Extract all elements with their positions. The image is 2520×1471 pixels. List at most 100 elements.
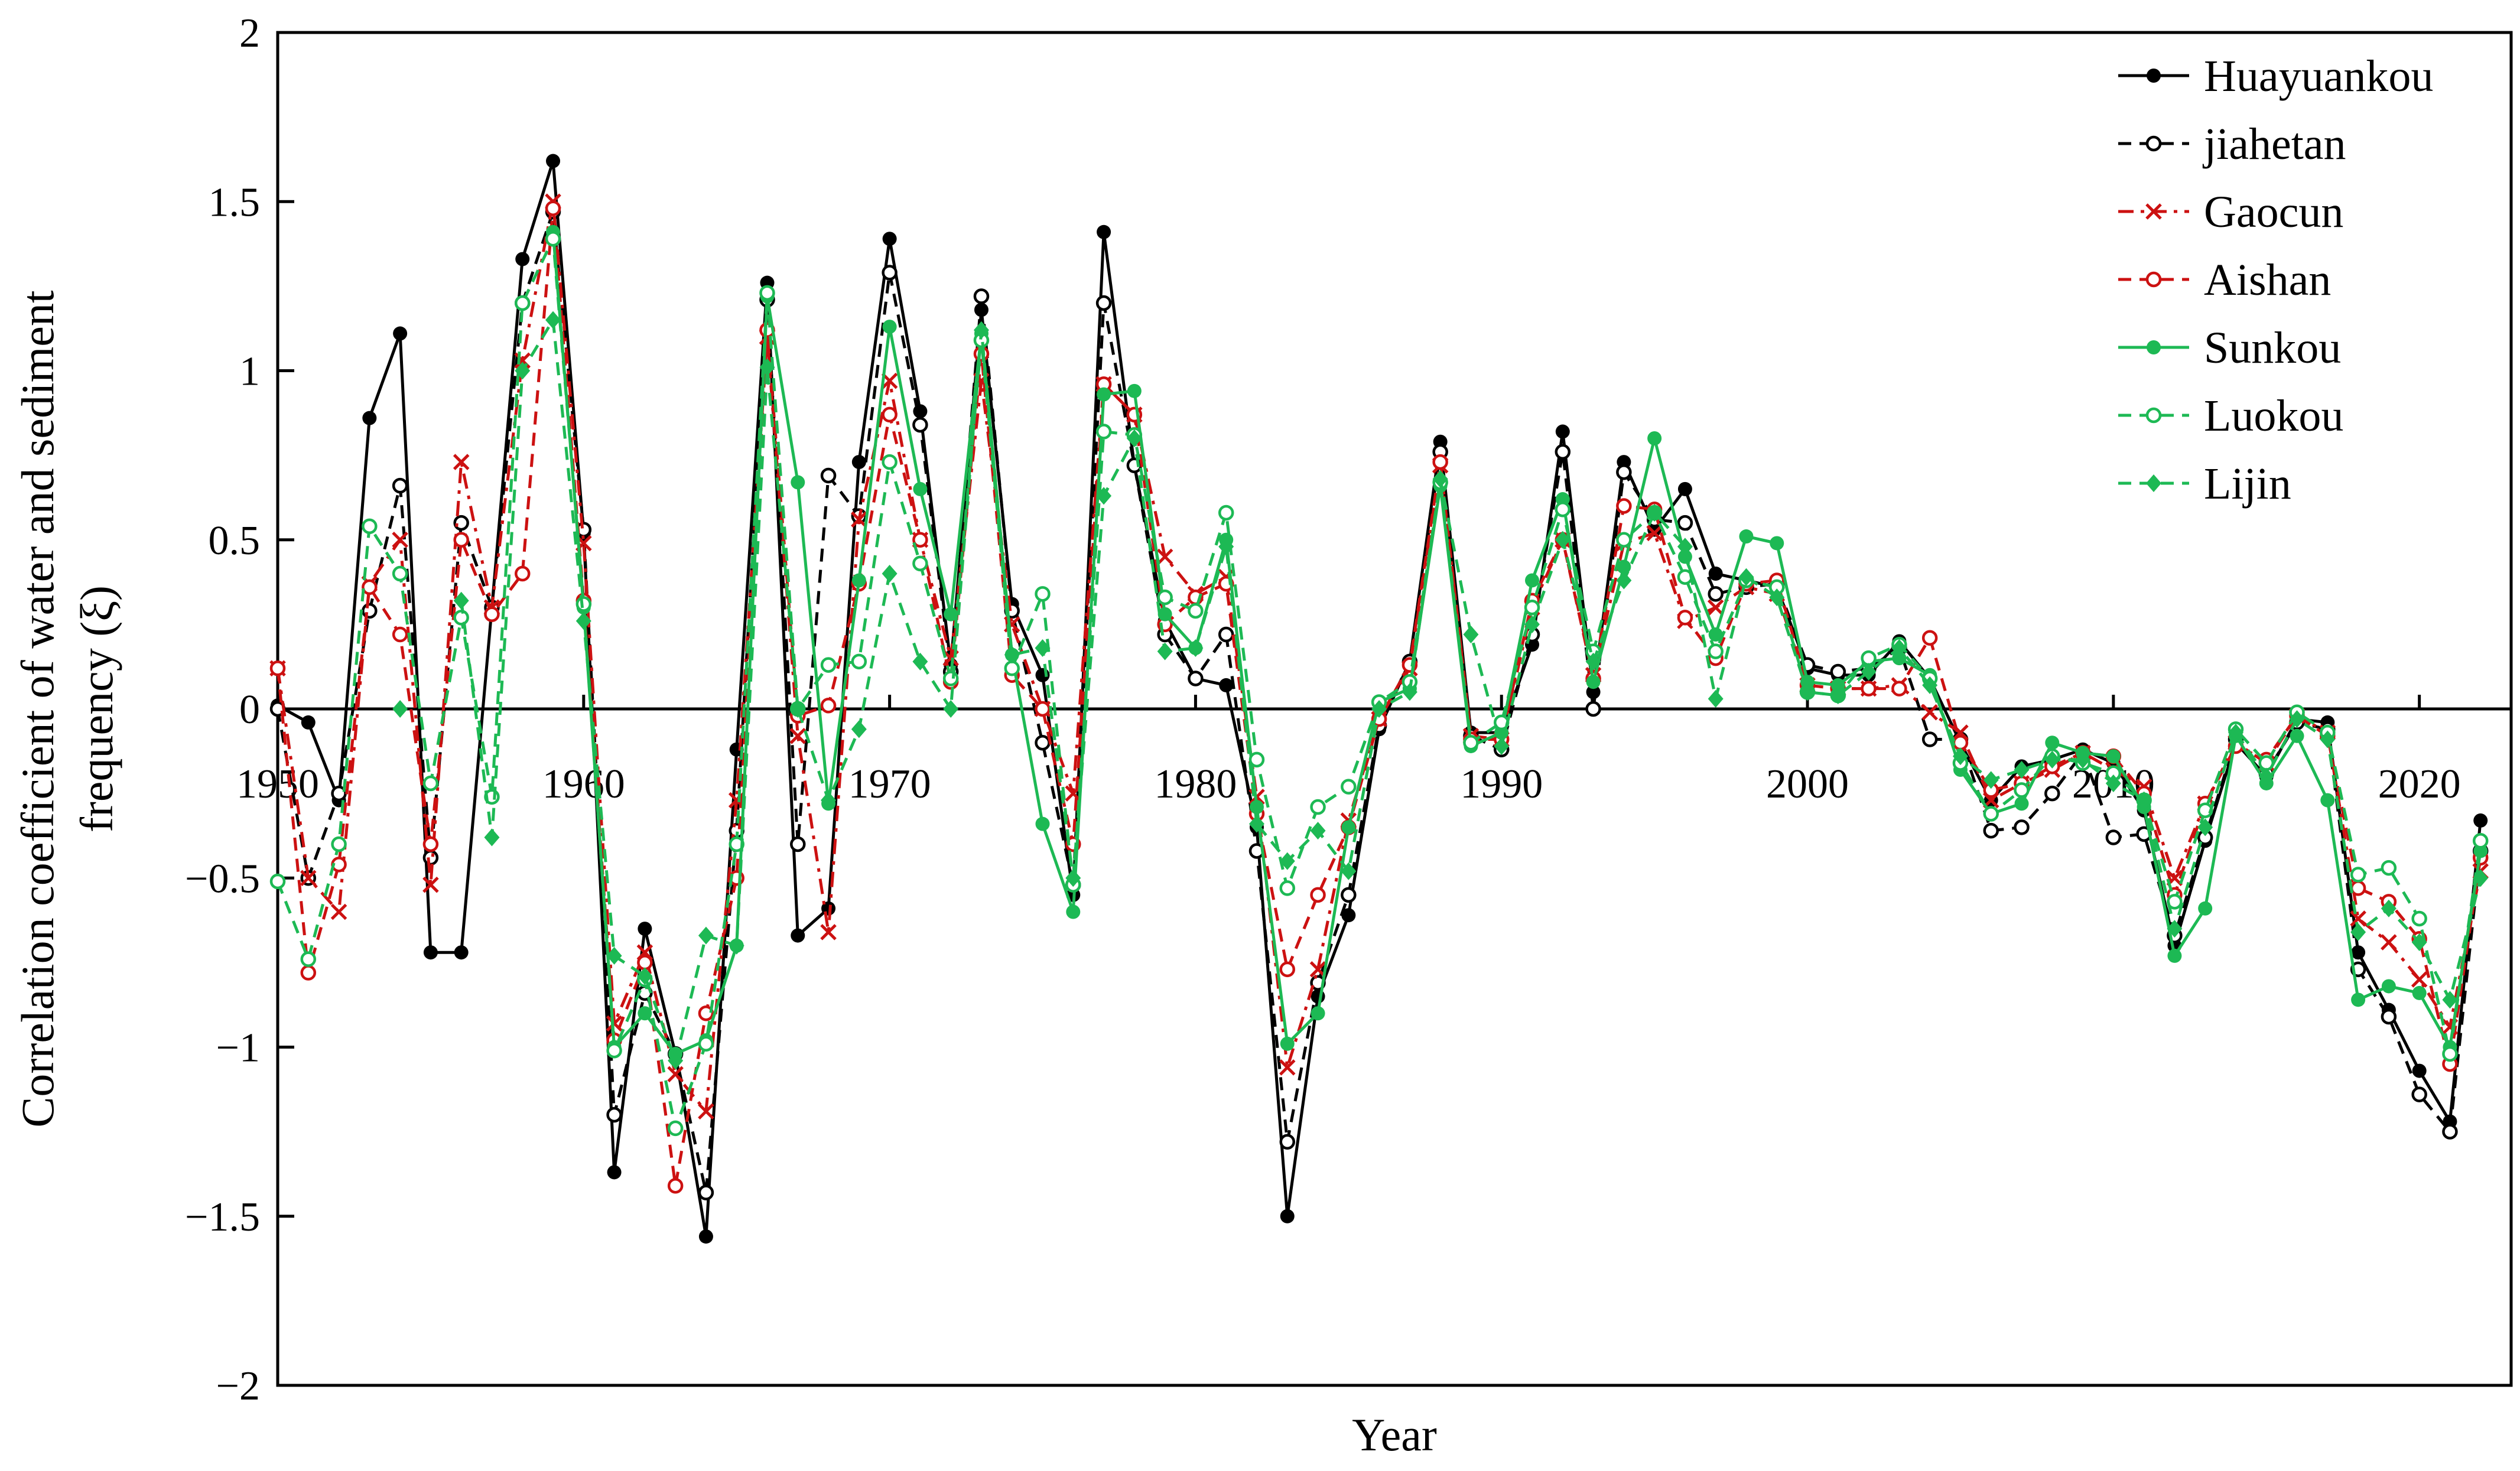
data-point-aishan: [514, 565, 531, 582]
data-point-gaocun: [1156, 548, 1173, 565]
data-point-sunkou: [1617, 559, 1631, 574]
data-point-luokou: [362, 518, 378, 535]
data-point-aishan: [1891, 681, 1907, 697]
data-point-sunkou: [1708, 627, 1723, 642]
data-point-huayuankou: [1677, 481, 1692, 496]
data-point-huayuankou: [1708, 567, 1723, 581]
data-point-lijin: [392, 700, 408, 718]
data-point-lijin: [2350, 923, 2366, 941]
data-point-huayuankou: [1097, 224, 1111, 239]
data-point-aishan: [484, 606, 500, 622]
data-point-lijin: [1432, 470, 1448, 488]
data-point-aishan: [422, 836, 439, 852]
legend-marker-luokou: [2145, 407, 2162, 424]
data-point-lijin: [1616, 571, 1632, 590]
data-point-sunkou: [791, 475, 805, 490]
y-tick-label: −2: [216, 1363, 260, 1409]
data-point-sunkou: [913, 481, 928, 496]
data-point-lijin: [1647, 503, 1663, 522]
data-point-luokou: [575, 596, 592, 612]
data-point-jiahetan: [1921, 731, 1938, 747]
data-point-huayuankou: [698, 1229, 713, 1244]
data-point-huayuankou: [515, 252, 530, 266]
data-point-lijin: [2105, 774, 2121, 792]
data-point-lijin: [1708, 689, 1724, 708]
data-point-luokou: [2411, 910, 2427, 927]
data-point-luokou: [422, 775, 439, 792]
data-point-luokou: [1004, 660, 1020, 676]
data-point-sunkou: [851, 573, 866, 588]
data-point-luokou: [851, 653, 867, 670]
data-point-aishan: [1279, 961, 1296, 978]
data-point-aishan: [392, 626, 408, 643]
legend-label-aishan: Aishan: [2204, 255, 2331, 305]
data-point-luokou: [453, 610, 469, 626]
data-point-jiahetan: [1279, 1134, 1296, 1150]
data-point-luokou: [1310, 799, 1326, 815]
y-tick-label: −1: [216, 1026, 260, 1071]
data-point-sunkou: [1097, 387, 1111, 402]
data-point-lijin: [1830, 686, 1846, 705]
data-point-lijin: [1983, 771, 1999, 789]
y-tick-label: 1: [239, 349, 260, 395]
data-point-gaocun: [330, 903, 347, 920]
data-point-huayuankou: [1341, 908, 1356, 923]
data-point-lijin: [545, 311, 561, 329]
y-axis: 2 1.5 1 0.5 0 −0.5 −1 −1.5 −2: [185, 11, 294, 1409]
data-point-lijin: [1035, 639, 1051, 657]
data-point-lijin: [606, 946, 622, 965]
data-point-huayuankou: [1280, 1209, 1295, 1223]
y-tick-label: 2: [239, 11, 260, 56]
data-point-lijin: [2289, 710, 2305, 728]
data-point-lijin: [2075, 750, 2091, 769]
data-point-lijin: [2473, 869, 2489, 887]
data-point-jiahetan: [1188, 671, 1204, 686]
data-point-huayuankou: [1219, 678, 1234, 692]
data-point-huayuankou: [2412, 1063, 2427, 1078]
data-point-lijin: [912, 652, 928, 671]
data-point-luokou: [300, 951, 317, 967]
data-point-gaocun: [1646, 525, 1663, 542]
data-point-aishan: [1952, 735, 1969, 751]
data-point-luokou: [2014, 782, 2030, 798]
data-point-lijin: [790, 700, 806, 718]
data-point-huayuankou: [454, 945, 469, 960]
data-point-jiahetan: [453, 515, 469, 531]
data-point-sunkou: [2290, 728, 2304, 743]
data-point-aishan: [820, 698, 837, 714]
data-point-lijin: [1126, 429, 1142, 447]
data-point-lijin: [2228, 724, 2243, 742]
data-point-lijin: [1248, 815, 1264, 833]
data-point-jiahetan: [1983, 822, 1999, 839]
data-point-luokou: [1279, 880, 1296, 896]
data-point-luokou: [545, 230, 561, 247]
data-point-jiahetan: [1095, 295, 1112, 311]
data-point-jiahetan: [1585, 701, 1601, 717]
data-point-sunkou: [1647, 431, 1662, 445]
data-point-sunkou: [1341, 820, 1356, 835]
legend: Huayuankou jiahetan Gaocun Aishan Sunkou Luok…: [2118, 51, 2433, 509]
data-point-luokou: [667, 1120, 684, 1137]
data-point-luokou: [1555, 501, 1571, 518]
legend-label-luokou: Luokou: [2204, 391, 2343, 441]
data-point-jiahetan: [422, 850, 439, 866]
legend-label-huayuankou: Huayuankou: [2204, 51, 2433, 101]
data-point-huayuankou: [393, 326, 408, 341]
data-point-lijin: [575, 612, 591, 630]
data-point-luokou: [1095, 424, 1112, 440]
data-point-gaocun: [1707, 599, 1724, 616]
data-point-luokou: [698, 1036, 714, 1052]
data-point-jiahetan: [820, 467, 837, 484]
data-point-lijin: [973, 321, 989, 339]
data-point-gaocun: [851, 511, 867, 528]
data-point-lijin: [1157, 642, 1173, 660]
data-point-lijin: [2197, 818, 2213, 837]
data-point-huayuankou: [851, 455, 866, 470]
x-axis-title: Year: [1352, 1409, 1437, 1460]
legend-marker-huayuankou: [2147, 69, 2161, 83]
data-point-sunkou: [2014, 796, 2029, 811]
series-luokou: [269, 230, 2489, 1137]
data-point-sunkou: [1770, 536, 1784, 551]
data-point-gaocun: [789, 728, 807, 744]
